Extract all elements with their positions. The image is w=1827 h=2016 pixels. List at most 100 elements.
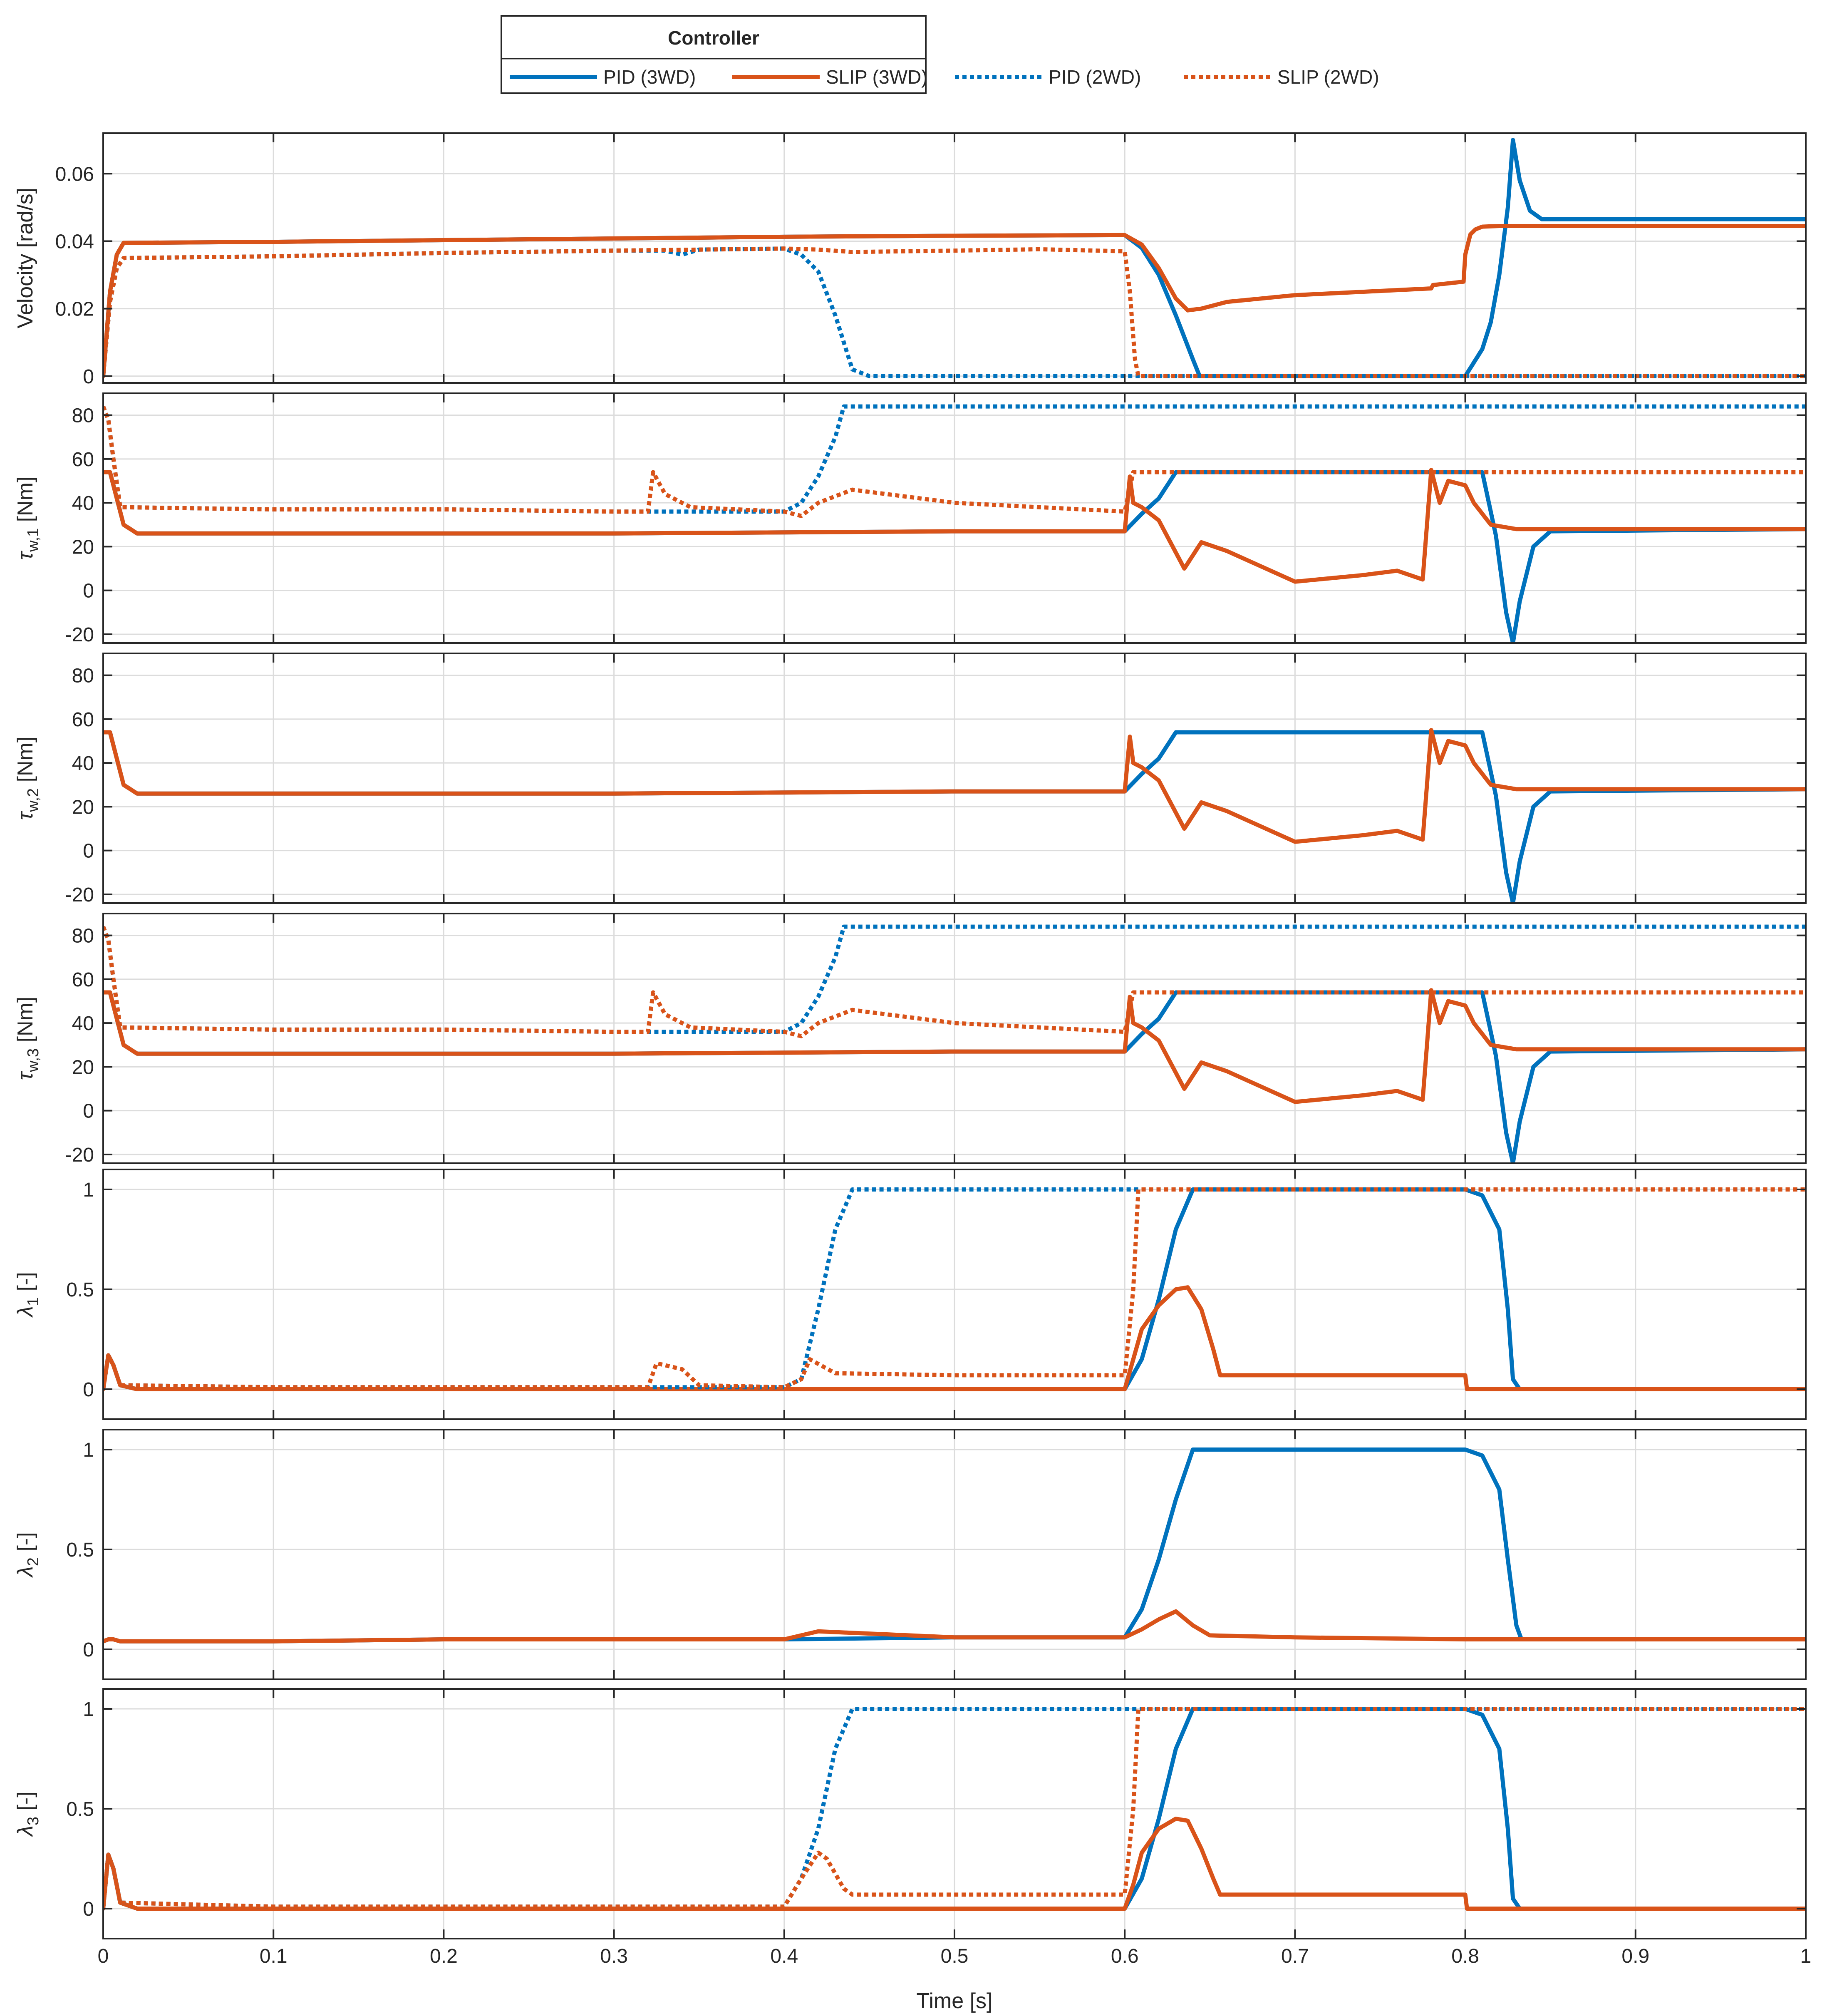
- y-axis-label: τw,3 [Nm]: [13, 997, 42, 1080]
- series-group: [103, 404, 1806, 643]
- series-group: [103, 1447, 1806, 1644]
- y-tick-label: 60: [72, 709, 94, 731]
- y-tick-label: 40: [72, 1013, 94, 1035]
- y-axis-label-unit: [-]: [13, 1532, 37, 1557]
- y-tick-label: -20: [65, 624, 94, 646]
- y-axis-label-unit: [Nm]: [13, 737, 37, 788]
- series-group: [103, 138, 1806, 378]
- y-axis-label: λ1 [-]: [13, 1272, 42, 1318]
- series-line-slip-2wd: [103, 926, 1806, 1038]
- y-tick-label: 1: [83, 1179, 94, 1201]
- legend-label-2: PID (2WD): [1049, 66, 1141, 88]
- series-group: [103, 924, 1806, 1163]
- y-axis-label-symbol: λ: [13, 1306, 37, 1318]
- series-group: [103, 728, 1806, 903]
- y-tick-label: 60: [72, 449, 94, 471]
- y-axis-label: τw,1 [Nm]: [13, 477, 42, 560]
- y-tick-label: 40: [72, 492, 94, 514]
- y-tick-label: 0.5: [66, 1798, 94, 1820]
- y-tick-label: 1: [83, 1698, 94, 1721]
- y-axis-label-symbol: τ: [13, 550, 37, 560]
- subplot-2: -20 0 20 40 60 80 τw,1 [Nm]: [13, 392, 1807, 646]
- y-tick-label: 0: [83, 580, 94, 602]
- y-tick-label: 80: [72, 405, 94, 427]
- y-axis-label: Velocity [rad/s]: [13, 188, 37, 328]
- y-axis-label-symbol: λ: [13, 1825, 37, 1837]
- y-tick-label: 0: [83, 1898, 94, 1920]
- y-tick-label: 0.04: [55, 231, 94, 253]
- series-line-slip-3wd: [103, 224, 1806, 378]
- legend-title: Controller: [668, 27, 759, 49]
- series-line-slip-3wd: [103, 988, 1806, 1104]
- y-axis-label-subscript: w,3: [25, 1048, 42, 1073]
- series-line-slip-3wd: [103, 1285, 1806, 1391]
- subplot-4: -20 0 20 40 60 80 τw,3 [Nm]: [13, 913, 1807, 1166]
- legend-entries: PID (3WD) SLIP (3WD) PID (2WD) SLIP (2WD): [510, 66, 1379, 88]
- legend-label-0: PID (3WD): [603, 66, 696, 88]
- y-tick-label: 0.5: [66, 1279, 94, 1301]
- x-axis-label: Time [s]: [917, 1989, 993, 2013]
- x-tick-label: 0.7: [1281, 1945, 1309, 1967]
- subplot-1: 0 0.02 0.04 0.06 Velocity [rad/s]: [13, 132, 1807, 388]
- y-axis-label-symbol: τ: [13, 1070, 37, 1080]
- legend-label-1: SLIP (3WD): [826, 66, 928, 88]
- subplot-7: 0 0.1 0.2 0.3 0.4 0.5 0.6 0.7 0.8 0.9 1 0 0.5 1 λ3 [-]: [13, 1688, 1812, 1967]
- series-line-slip-3wd: [103, 1817, 1806, 1911]
- y-axis-label: τw,2 [Nm]: [13, 737, 42, 820]
- x-tick-label: 1: [1800, 1945, 1812, 1967]
- legend: Controller PID (3WD) SLIP (3WD) PID (2WD) S…: [501, 15, 1379, 94]
- y-axis-label-unit: [Nm]: [13, 477, 37, 528]
- y-tick-label: 0: [83, 1379, 94, 1401]
- y-tick-label: 60: [72, 969, 94, 991]
- subplot-6: 0 0.5 1 λ2 [-]: [13, 1429, 1807, 1680]
- x-tick-label: 0.6: [1111, 1945, 1139, 1967]
- y-axis-label-subscript: w,1: [25, 528, 42, 552]
- series-line-slip-2wd: [103, 1187, 1806, 1390]
- y-axis-label-subscript: 2: [25, 1557, 42, 1566]
- y-tick-label: 20: [72, 1056, 94, 1078]
- y-axis-label-subscript: 3: [25, 1817, 42, 1825]
- subplot-3: -20 0 20 40 60 80 τw,2 [Nm]: [13, 653, 1807, 906]
- series-line-slip-2wd: [103, 246, 1806, 378]
- series-line-slip-3wd: [103, 728, 1806, 844]
- y-tick-label: 20: [72, 536, 94, 558]
- y-tick-label: 80: [72, 665, 94, 687]
- y-tick-label: 0.02: [55, 298, 94, 320]
- y-tick-label: 0.5: [66, 1539, 94, 1561]
- y-axis-label-unit: [-]: [13, 1791, 37, 1817]
- y-axis-label-unit: [-]: [13, 1272, 37, 1297]
- x-tick-label: 0: [98, 1945, 109, 1967]
- y-tick-label: 0: [83, 366, 94, 388]
- y-tick-label: 0.06: [55, 163, 94, 185]
- y-tick-label: 0: [83, 840, 94, 862]
- series-group: [103, 1707, 1806, 1911]
- y-tick-label: 20: [72, 796, 94, 818]
- y-tick-label: 0: [83, 1100, 94, 1122]
- y-tick-label: -20: [65, 884, 94, 906]
- y-axis-label-symbol: λ: [13, 1566, 37, 1578]
- x-tick-label: 0.1: [260, 1945, 288, 1967]
- series-line-slip-3wd: [103, 468, 1806, 584]
- y-tick-label: 0: [83, 1639, 94, 1661]
- y-tick-label: 40: [72, 752, 94, 775]
- y-axis-label-symbol: τ: [13, 810, 37, 820]
- y-axis-label: λ2 [-]: [13, 1532, 42, 1578]
- legend-label-3: SLIP (2WD): [1277, 66, 1379, 88]
- y-axis-label: λ3 [-]: [13, 1791, 42, 1837]
- y-tick-label: 1: [83, 1439, 94, 1461]
- y-axis-label-subscript: 1: [25, 1297, 42, 1306]
- legend-frame: [501, 15, 927, 94]
- x-tick-label: 0.5: [941, 1945, 969, 1967]
- x-tick-label: 0.8: [1451, 1945, 1479, 1967]
- y-axis-label-unit: [Nm]: [13, 997, 37, 1048]
- x-tick-label: 0.4: [770, 1945, 798, 1967]
- y-tick-label: -20: [65, 1144, 94, 1166]
- x-tick-label: 0.3: [600, 1945, 628, 1967]
- series-line-slip-2wd: [103, 405, 1806, 518]
- x-tick-label: 0.2: [430, 1945, 458, 1967]
- series-group: [103, 1187, 1806, 1391]
- series-line-slip-3wd: [103, 1609, 1806, 1644]
